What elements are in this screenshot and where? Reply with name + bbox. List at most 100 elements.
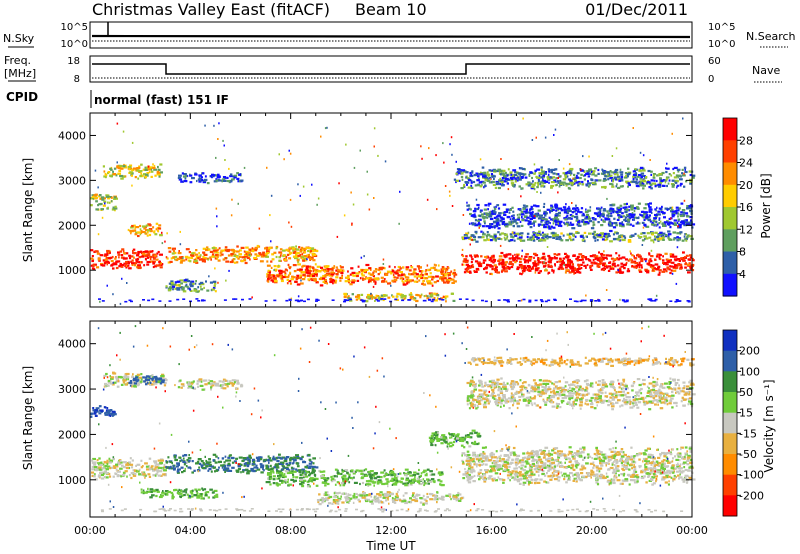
power-cell <box>185 258 188 261</box>
power-cell <box>674 181 678 184</box>
power-cell <box>387 296 391 299</box>
power-cell <box>552 172 555 175</box>
power-cell <box>447 273 451 277</box>
power-ground-cell <box>142 299 145 301</box>
power-cell <box>610 257 614 260</box>
power-cell <box>466 265 470 268</box>
power-cell <box>222 179 227 182</box>
velocity-cell <box>105 411 109 414</box>
power-cell <box>440 276 445 279</box>
velocity-cell <box>140 459 143 462</box>
power-cell <box>299 274 303 277</box>
velocity-cell <box>122 461 127 464</box>
velocity-cell <box>410 478 414 481</box>
power-cell <box>183 180 188 183</box>
power-cell <box>341 274 343 277</box>
power-cell <box>566 233 571 236</box>
velocity-cell <box>163 381 167 385</box>
power-cell <box>567 217 572 220</box>
power-cell <box>554 214 558 217</box>
power-cell <box>631 212 634 215</box>
power-cell <box>145 224 149 227</box>
power-cell <box>581 256 584 260</box>
power-cell <box>303 257 308 260</box>
power-cell <box>632 175 635 178</box>
velocity-cell <box>200 464 204 467</box>
velocity-cell <box>253 466 257 469</box>
power-cell <box>474 207 477 210</box>
power-cell <box>471 170 474 173</box>
velocity-cell <box>406 482 410 485</box>
power-cell <box>292 276 296 279</box>
velocity-cell <box>352 472 356 475</box>
power-ground-cell <box>401 299 405 302</box>
power-speckle <box>563 263 565 266</box>
power-cell <box>132 250 134 253</box>
power-cell <box>637 221 639 224</box>
power-cell <box>412 272 415 275</box>
power-cell <box>682 251 685 254</box>
velocity-cell <box>351 478 354 481</box>
power-cell <box>648 214 651 217</box>
power-cell <box>655 223 657 226</box>
velocity-cell <box>225 379 227 382</box>
power-cell <box>667 235 670 238</box>
power-cell <box>618 222 622 225</box>
power-speckle <box>645 260 647 263</box>
nave-label: Nave <box>752 64 780 77</box>
velocity-cell <box>115 378 119 381</box>
power-cell <box>621 221 624 224</box>
velocity-cell <box>290 466 294 469</box>
power-cell <box>198 180 202 183</box>
power-cell <box>337 269 340 272</box>
power-cell <box>418 270 423 273</box>
power-cell <box>361 274 365 277</box>
power-cell <box>565 216 568 219</box>
power-cell <box>521 219 525 222</box>
power-cell <box>457 170 462 173</box>
power-cell <box>489 272 493 275</box>
power-cell <box>490 260 493 263</box>
power-cell <box>91 195 95 199</box>
velocity-cell <box>93 475 96 478</box>
power-cell <box>484 222 486 225</box>
power-cell <box>684 168 686 171</box>
power-cell <box>537 262 540 265</box>
power-speckle <box>557 177 559 179</box>
power-speckle <box>97 233 100 236</box>
power-cell <box>484 185 486 188</box>
power-cell <box>559 220 563 223</box>
power-cell <box>355 274 359 278</box>
power-cell <box>671 215 675 218</box>
power-cell <box>118 170 122 173</box>
power-speckle <box>677 225 679 228</box>
power-ground-cell <box>607 299 611 301</box>
velocity-cell <box>304 465 307 468</box>
power-cell <box>491 169 494 172</box>
power-cell <box>165 285 168 288</box>
power-cell <box>201 172 205 175</box>
power-cell <box>681 239 685 242</box>
power-cell <box>521 215 523 219</box>
power-cell <box>585 184 589 187</box>
power-cell <box>495 169 499 173</box>
velocity-cell <box>391 477 395 480</box>
velocity-cell <box>228 454 231 457</box>
velocity-cell <box>213 381 216 384</box>
velocity-cell <box>103 374 107 377</box>
velocity-cell <box>313 477 317 480</box>
power-cell <box>150 260 153 263</box>
power-cell <box>110 196 113 199</box>
power-cell <box>675 180 679 183</box>
power-cell <box>577 264 581 267</box>
power-cell <box>147 168 151 171</box>
power-cell <box>584 210 589 214</box>
power-cell <box>269 271 271 274</box>
power-cell <box>615 224 618 227</box>
power-cell <box>388 265 391 268</box>
power-cell <box>639 166 644 169</box>
power-cell <box>497 231 500 234</box>
velocity-cell <box>218 384 221 387</box>
power-cell <box>349 283 353 286</box>
